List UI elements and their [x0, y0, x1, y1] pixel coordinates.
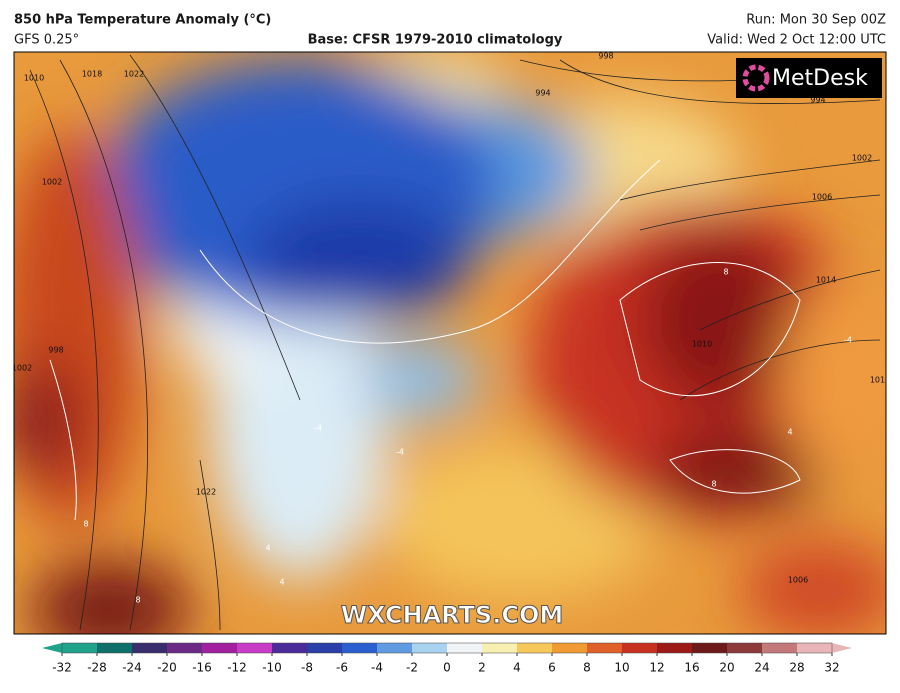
colorbar-segment — [62, 643, 98, 653]
colorbar-tick-label: 0 — [443, 661, 451, 675]
isobar-label: 994 — [535, 89, 550, 98]
colorbar-tick-label: -6 — [336, 661, 348, 675]
anomaly-contours — [49, 159, 801, 521]
isobar-label: 1002 — [42, 178, 62, 187]
isobar-label: 1014 — [816, 276, 836, 285]
isobar-label: 1022 — [196, 488, 216, 497]
colorbar-tick-label: 10 — [614, 661, 629, 675]
colorbar-segment — [307, 643, 343, 653]
colorbar-segment — [587, 643, 623, 653]
colorbar-segment — [132, 643, 168, 653]
isobar-label: 1002 — [12, 364, 32, 373]
colorbar-segment — [657, 643, 693, 653]
logo: MetDesk — [772, 66, 868, 91]
colorbar-tick-label: 32 — [824, 661, 839, 675]
isobar-label: 994 — [810, 96, 825, 105]
anomaly-label: 8 — [723, 268, 728, 277]
colorbar-tick-label: 20 — [719, 661, 734, 675]
colorbar-segment — [622, 643, 658, 653]
map-frame — [13, 51, 887, 635]
colorbar-tick-label: 6 — [548, 661, 556, 675]
anomaly-label: 8 — [135, 596, 140, 605]
colorbar-segment — [482, 643, 518, 653]
colorbar-arrow — [42, 643, 62, 653]
anomaly-label: 4 — [787, 428, 792, 437]
colorbar-tick-label: 2 — [478, 661, 486, 675]
watermark: WXCHARTS.COM — [341, 601, 563, 629]
colorbar-segment — [552, 643, 588, 653]
colorbar-tick-label: -24 — [122, 661, 142, 675]
isobar-label: 1002 — [852, 154, 872, 163]
colorbar-tick-label: -4 — [371, 661, 383, 675]
anomaly-label: -4 — [396, 448, 404, 457]
colorbar-tick-label: -8 — [301, 661, 313, 675]
anomaly-label: -4 — [314, 424, 322, 433]
isobar-label: 1010 — [24, 74, 44, 83]
colorbar-tick-label: -32 — [52, 661, 72, 675]
isobar-label: 1010 — [692, 340, 712, 349]
colorbar-segment — [727, 643, 763, 653]
colorbar-tick-label: -20 — [157, 661, 177, 675]
isobar-label: 998 — [48, 346, 63, 355]
map: 1010 1018 1022 1002 998 994 998 994 1002 1006 1014… — [12, 52, 890, 634]
colorbar-tick-label: 28 — [789, 661, 804, 675]
colorbar-segment — [342, 643, 378, 653]
isobar-label: 1022 — [124, 70, 144, 79]
colorbar-tick-label: 16 — [684, 661, 699, 675]
colorbar-segment — [237, 643, 273, 653]
isobar-label: 1014 — [870, 376, 890, 385]
anomaly-label: 8 — [83, 520, 88, 529]
anomaly-label: 4 — [265, 544, 270, 553]
isobar-label: 998 — [598, 52, 613, 61]
logo-icon — [742, 64, 770, 92]
title: 850 hPa Temperature Anomaly (°C) — [14, 13, 271, 28]
valid: Valid: Wed 2 Oct 12:00 UTC — [707, 33, 886, 48]
colorbar-segment — [412, 643, 448, 653]
logo-box — [736, 58, 882, 98]
colorbar-tick-label: 24 — [754, 661, 769, 675]
colorbar-segment — [517, 643, 553, 653]
colorbar-segment — [97, 643, 133, 653]
isobar-label: 1006 — [812, 193, 832, 202]
model: GFS 0.25° — [14, 33, 79, 48]
colorbar: -32 -28 -24 -20 -16 -12 -10 -8 -6 -4 -2 0 2 4 6 8 10 12 16… — [42, 642, 852, 675]
map-labels: 1010 1018 1022 1002 998 994 998 994 1002 1006 1014… — [12, 52, 890, 605]
colorbar-tick-label: 12 — [649, 661, 664, 675]
colorbar-segment — [447, 643, 483, 653]
anomaly-label: -4 — [844, 336, 852, 345]
colorbar-tick-label: 8 — [583, 661, 591, 675]
colorbar-tick-label: -12 — [227, 661, 247, 675]
colorbar-tick-label: 4 — [513, 661, 521, 675]
colorbar-segment — [692, 643, 728, 653]
colorbar-segment — [377, 643, 413, 653]
colorbar-segment — [167, 643, 203, 653]
anomaly-label: 4 — [279, 578, 284, 587]
colorbar-tick-label: -28 — [87, 661, 107, 675]
isobar-label: 1006 — [788, 576, 808, 585]
colorbar-segment — [797, 643, 833, 653]
colorbar-segment — [272, 643, 308, 653]
base: Base: CFSR 1979-2010 climatology — [308, 33, 563, 48]
colorbar-tick-label: -2 — [406, 661, 418, 675]
run: Run: Mon 30 Sep 00Z — [746, 13, 886, 28]
colorbar-arrow — [832, 643, 852, 653]
anomaly-field — [14, 52, 886, 634]
colorbar-tick-label: -16 — [192, 661, 212, 675]
colorbar-segment — [202, 643, 238, 653]
anomaly-label: 8 — [711, 480, 716, 489]
colorbar-segment — [762, 643, 798, 653]
isobar-label: 1018 — [82, 70, 102, 79]
colorbar-tick-label: -10 — [262, 661, 282, 675]
